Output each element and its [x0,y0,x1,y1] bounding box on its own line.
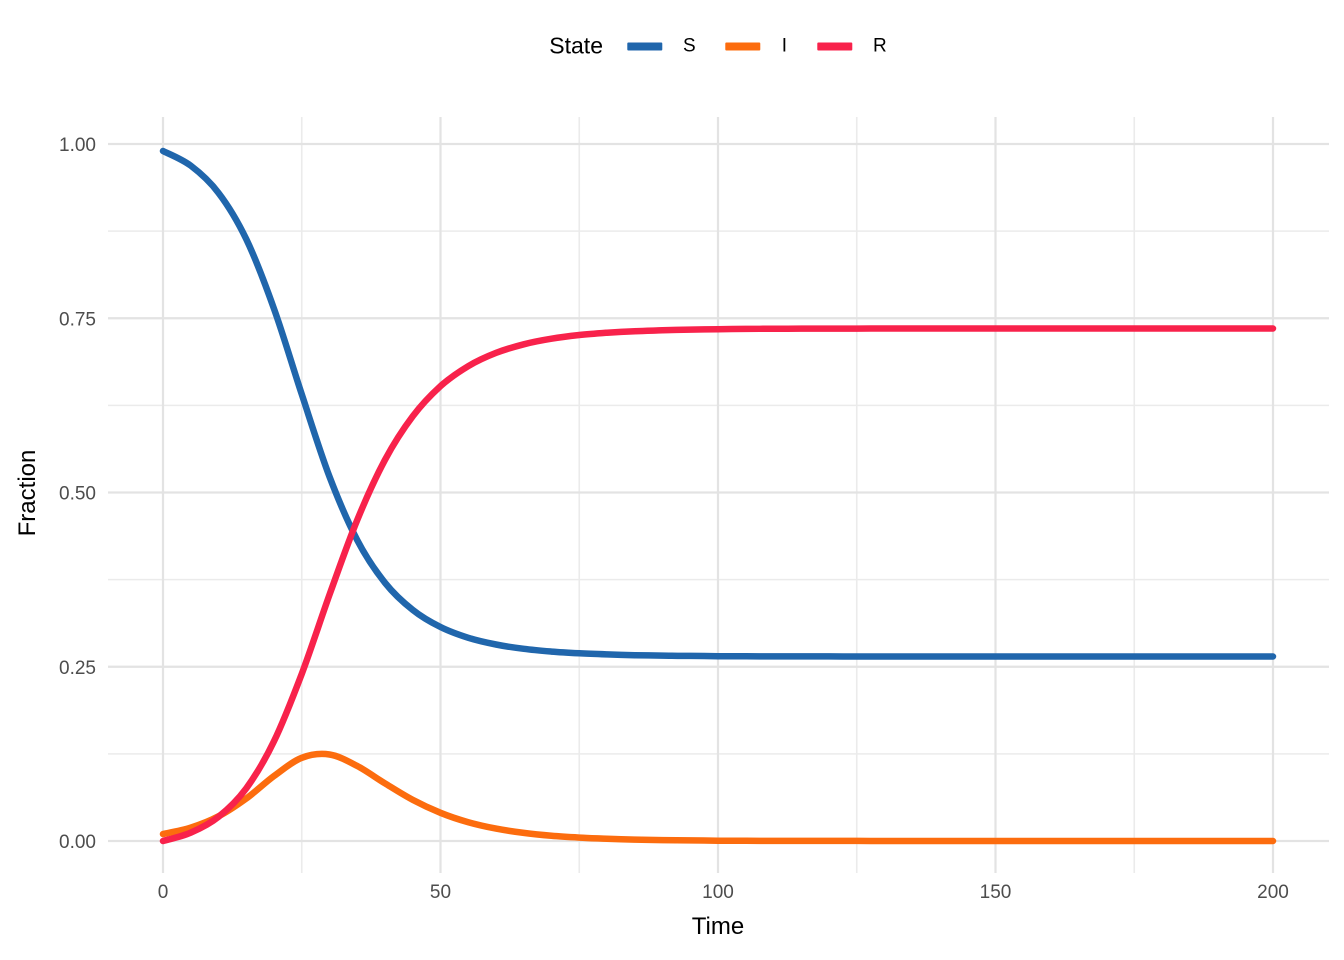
x-tick-label: 50 [430,882,451,903]
y-tick-label: 0.75 [59,309,96,330]
series-line-R [159,325,1277,845]
x-tick-label: 150 [980,882,1012,903]
legend-swatch-I [725,42,761,50]
x-tick-label: 200 [1257,882,1289,903]
legend-item-I: I [725,35,787,57]
series-line-S [159,147,1277,660]
y-tick-label: 0.25 [59,658,96,679]
legend-item-R: R [816,35,887,57]
legend-title: State [549,32,604,59]
x-tick-label: 100 [702,882,734,903]
y-tick-label: 0.00 [59,832,96,853]
y-tick-label: 1.00 [59,135,96,156]
legend-label-I: I [781,35,787,56]
x-axis-title: Time [691,913,745,940]
legend-swatch-R [816,42,852,50]
legend: State S I R [549,33,886,60]
y-axis-title: Fraction [14,449,41,537]
y-tick-label: 0.50 [59,484,96,505]
legend-label-R: R [872,35,887,56]
series-line-I [159,750,1277,845]
legend-label-S: S [683,35,696,56]
legend-swatch-S [627,42,663,50]
legend-item-S: S [627,35,696,57]
axis-tick-labels: 0 50 100 150 200 0.00 0.25 0.50 0.75 1.00 [59,135,1289,903]
series-lines [159,147,1277,845]
x-tick-label: 0 [158,882,169,903]
